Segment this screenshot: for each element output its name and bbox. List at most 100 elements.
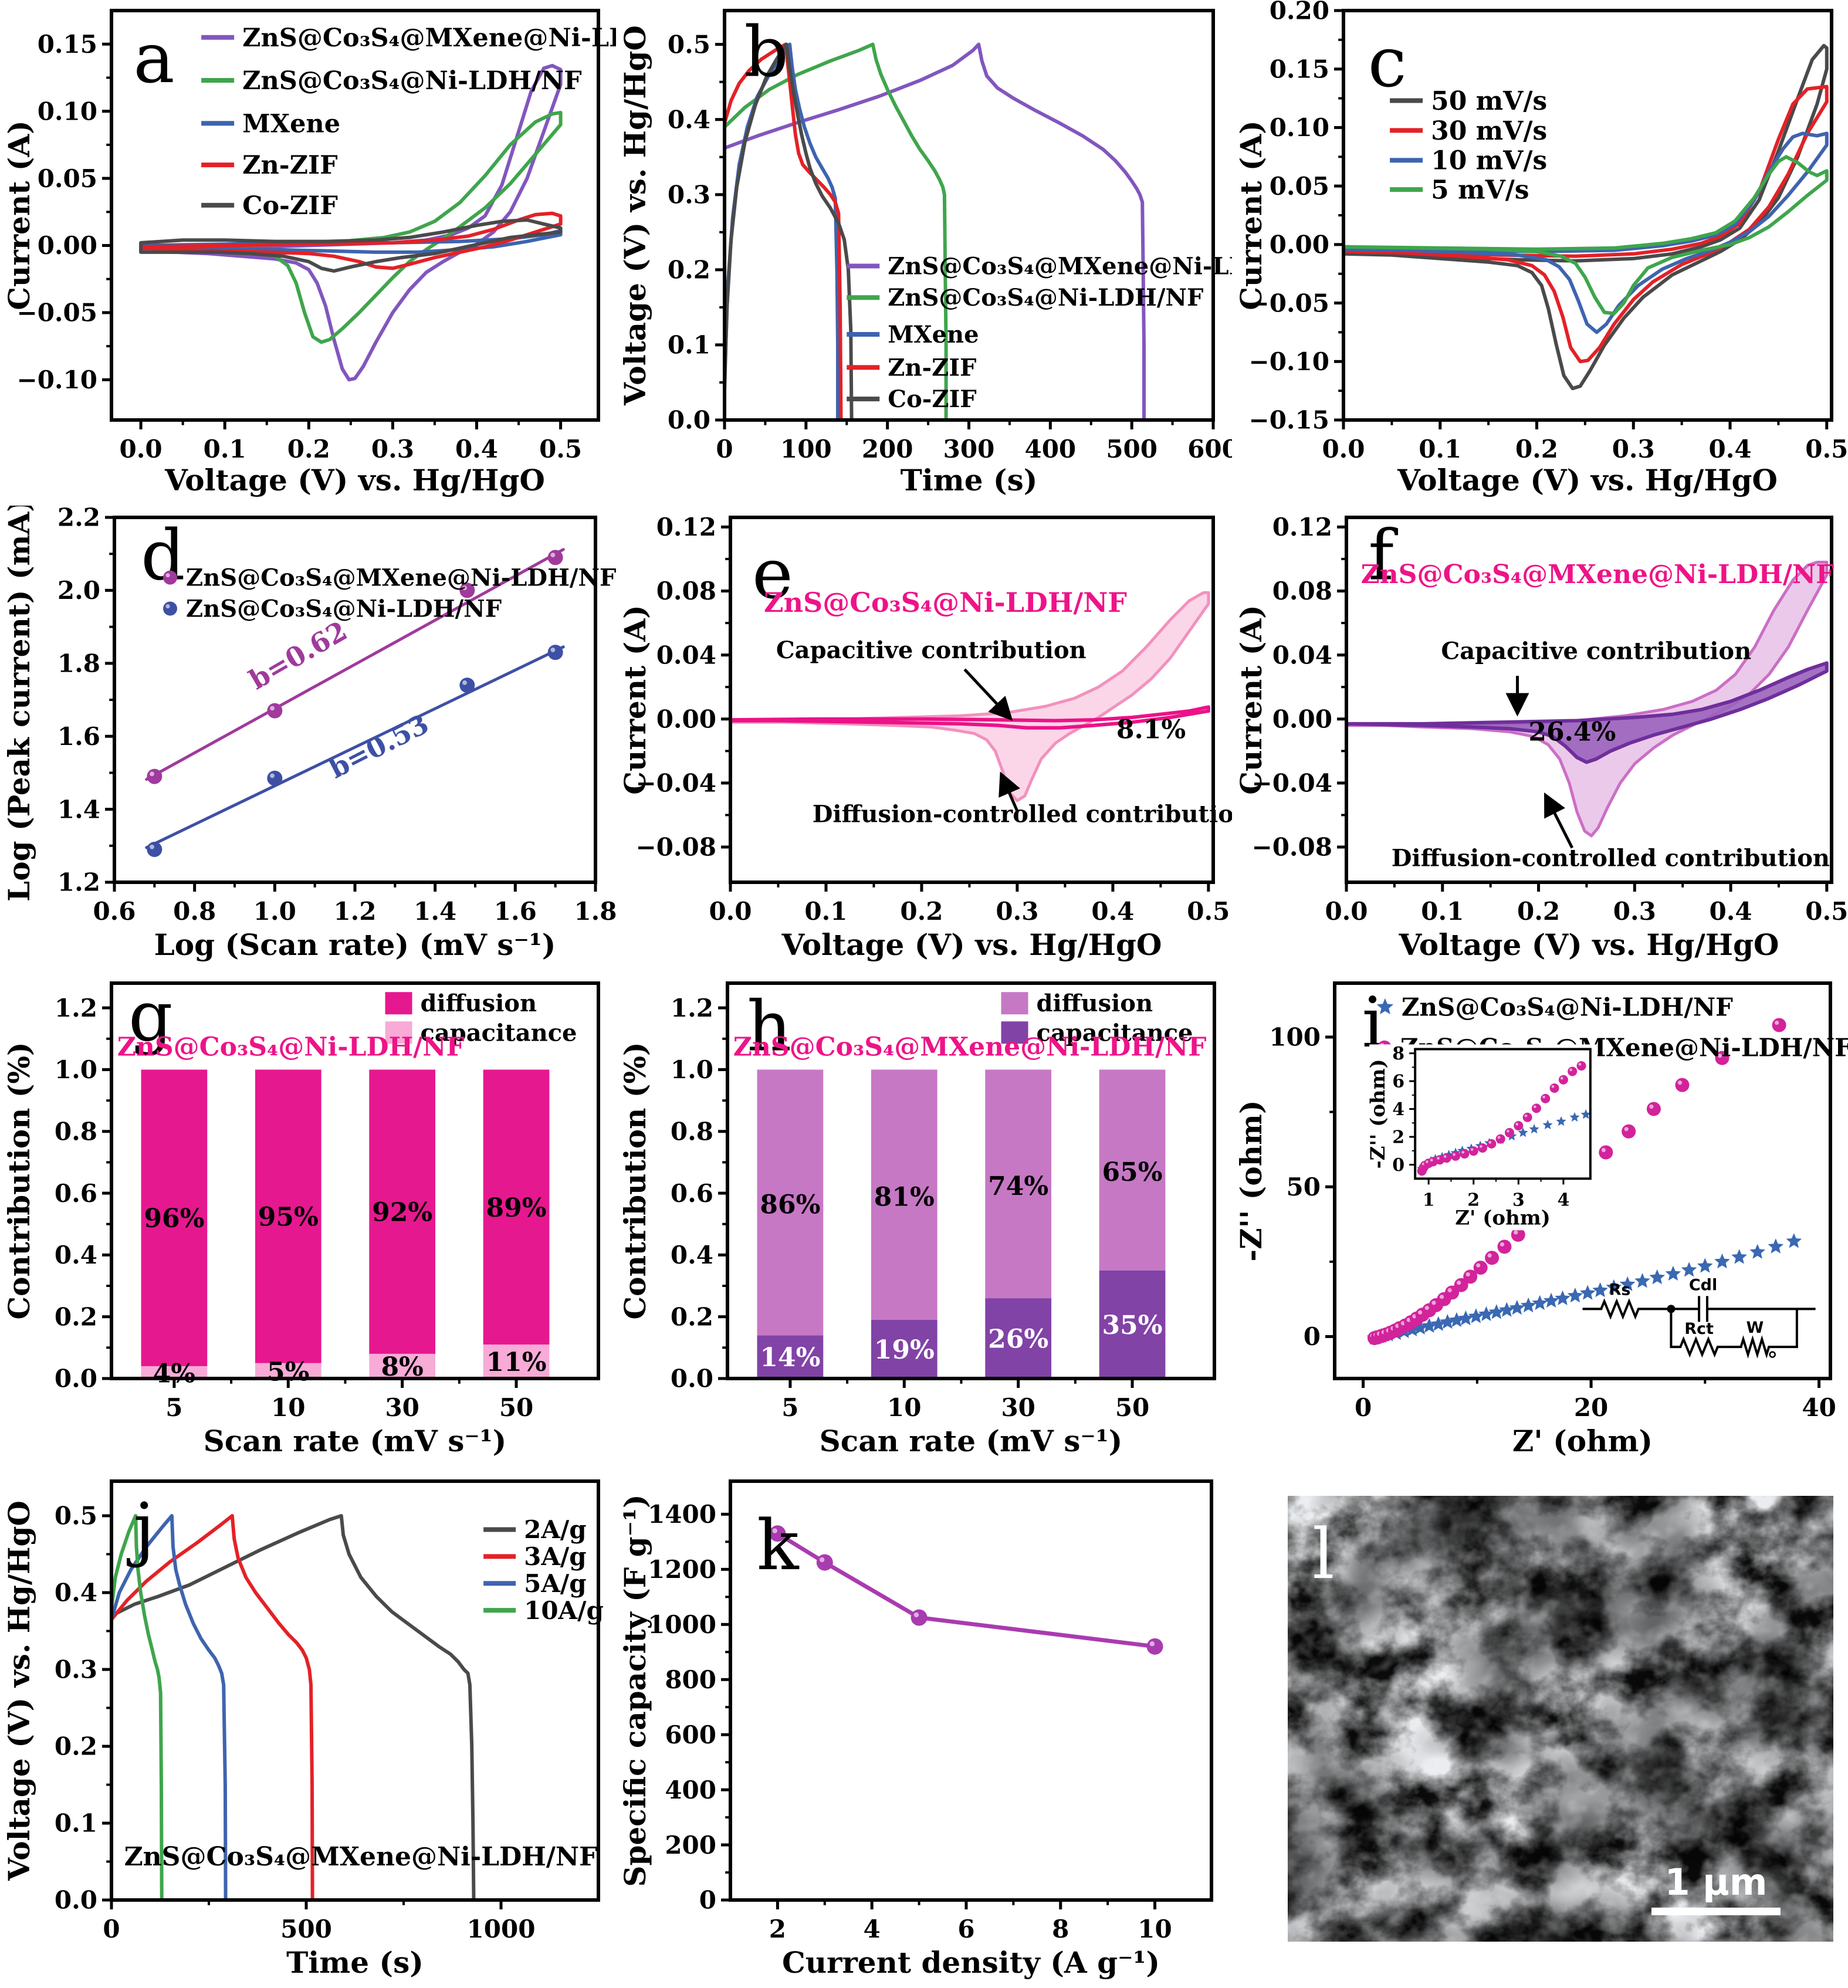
annotation: Capacitive contribution [776, 636, 1087, 664]
y-tick: −0.05 [17, 299, 97, 327]
x-tick: 2 [769, 1915, 786, 1943]
legend-item-zns-co-s-mxene-ni-ldh-nf: ZnS@Co₃S₄@MXene@Ni-LDH/NF [847, 252, 1232, 280]
bar-label: 11% [486, 1347, 547, 1377]
panel-i-ylabel: -Z'' (ohm) [1234, 1100, 1268, 1261]
legend-item-3a-g: 3A/g [483, 1542, 587, 1571]
panel-g-xlabel: Scan rate (mV s⁻¹) [204, 1424, 507, 1458]
series-3a-g [111, 1514, 314, 1900]
x-tick: 0.1 [804, 897, 847, 926]
panel-c: 0.0 0.1 0.2 0.3 0.4 0.5 0.20 0.15 0.10 0.05 0.00 −0… [1234, 0, 1848, 497]
circuit-label: Rs [1609, 1281, 1631, 1299]
bar-capacitance [483, 1344, 550, 1379]
panel-h-letter: h [747, 986, 791, 1067]
equivalent-circuit: Rs Cdl Rct W [1582, 1276, 1816, 1359]
legend-label: ZnS@Co₃S₄@MXene@Ni-LDH/NF [186, 564, 616, 592]
series-zns-co3s4-mxene-ni-ldh-nf [725, 42, 1146, 420]
x-tick: 0.5 [539, 435, 582, 463]
series-fit-mxene-ldh [145, 548, 565, 781]
panel-k-xlabel: Current density (A g⁻¹) [782, 1945, 1160, 1980]
y-tick: 200 [665, 1831, 716, 1860]
bar-diffusion [369, 1069, 436, 1354]
x-tick: 300 [943, 435, 995, 463]
bar-capacitance [141, 1366, 208, 1379]
series-co-zif [725, 42, 854, 420]
series-rate-points [769, 1525, 1163, 1655]
series-rate-capability [775, 1531, 1157, 1649]
series-5a-g [111, 1514, 228, 1900]
y-tick: 0.0 [668, 406, 710, 435]
x-tick: 6 [957, 1915, 974, 1943]
y-tick: 2 [1392, 1127, 1404, 1148]
x-tick: 200 [862, 435, 913, 463]
y-tick: 0.1 [668, 331, 710, 360]
legend-label: 30 mV/s [1431, 116, 1547, 146]
y-tick: 0.3 [55, 1655, 97, 1684]
y-tick: 0.15 [38, 30, 97, 59]
y-tick: 0 [1304, 1322, 1321, 1351]
x-tick: 0.1 [1419, 435, 1461, 463]
panel-b-letter: b [744, 12, 788, 93]
y-tick: 0.12 [1272, 513, 1332, 541]
y-tick: 1.2 [671, 994, 713, 1022]
panel-c-xlabel: Voltage (V) vs. Hg/HgO [1397, 463, 1778, 497]
annotation: ZnS@Co₃S₄@Ni-LDH/NF [117, 1032, 465, 1062]
series-2a-g [111, 1514, 476, 1900]
bar-capacitance [757, 1335, 824, 1379]
x-tick: 0.2 [1517, 897, 1560, 926]
y-tick: 0.2 [668, 256, 710, 285]
x-tick: 10 [887, 1393, 921, 1422]
legend-label: MXene [888, 321, 979, 348]
legend-label: ZnS@Co₃S₄@Ni-LDH/NF [186, 595, 502, 623]
arrow [999, 771, 1020, 812]
legend-label: diffusion [421, 990, 537, 1017]
bar-capacitance [985, 1298, 1052, 1379]
y-tick: 1.0 [55, 1055, 97, 1084]
y-tick: 0.6 [55, 1179, 97, 1208]
panel-j-ylabel: Voltage (V) vs. Hg/HgO [2, 1501, 36, 1881]
legend-item-mxene: MXene [201, 109, 340, 138]
x-tick: 3 [1512, 1190, 1525, 1210]
x-tick: 0 [716, 435, 733, 463]
x-tick: 8 [1052, 1915, 1069, 1943]
y-tick: 0.2 [55, 1302, 97, 1331]
y-tick: 1200 [648, 1555, 716, 1584]
legend-label: Co-ZIF [242, 191, 338, 221]
y-tick: 0.04 [1272, 641, 1332, 669]
y-tick: 2.2 [57, 506, 100, 532]
x-tick: 100 [780, 435, 832, 463]
annotation: Diffusion-controlled contribution [1392, 845, 1830, 872]
legend-label: Zn-ZIF [888, 354, 976, 381]
panel-a-ylabel: Current (A) [2, 120, 36, 310]
scale-bar-label: 1 μm [1665, 1861, 1768, 1904]
y-tick: 0 [1392, 1155, 1404, 1176]
circuit-label: W [1746, 1319, 1764, 1337]
panel-c-ylabel: Current (A) [1234, 120, 1268, 310]
series-zn-zif [139, 211, 563, 270]
series-zns-co3s4-ni-ldh-nf [1366, 1233, 1802, 1345]
panel-d-letter: d [141, 515, 185, 596]
legend-label: 50 mV/s [1431, 86, 1547, 116]
panel-j: 0 500 1000 0.0 0.1 0.2 0.3 0.4 0.5 Time (s) Voltag… [2, 1479, 604, 1980]
x-tick: 0.0 [709, 897, 752, 926]
y-tick: −0.10 [17, 365, 97, 394]
arrow [1544, 792, 1574, 849]
x-tick: 50 [499, 1393, 533, 1422]
x-tick: 500 [1106, 435, 1157, 463]
y-tick: 1.2 [57, 868, 100, 897]
y-tick: 4 [1392, 1099, 1404, 1120]
y-tick: 0.8 [55, 1117, 97, 1146]
x-tick: 0.0 [120, 435, 163, 463]
x-tick: 0.5 [1805, 897, 1848, 926]
legend-label: MXene [242, 109, 340, 138]
series-capacitive-cv [1346, 661, 1829, 764]
y-tick: 800 [665, 1665, 716, 1694]
annotation: b=0.53 [324, 708, 434, 785]
y-tick: 0.00 [38, 231, 97, 260]
y-tick: −0.04 [636, 769, 716, 798]
x-tick: 1.6 [494, 897, 537, 926]
y-tick: 1000 [648, 1610, 716, 1639]
bar-diffusion [255, 1069, 321, 1363]
bar-diffusion [757, 1069, 824, 1336]
panel-k: 2 4 6 8 10 0 200 400 600 800 1000 1200 1400 Current d… [618, 1479, 1213, 1980]
